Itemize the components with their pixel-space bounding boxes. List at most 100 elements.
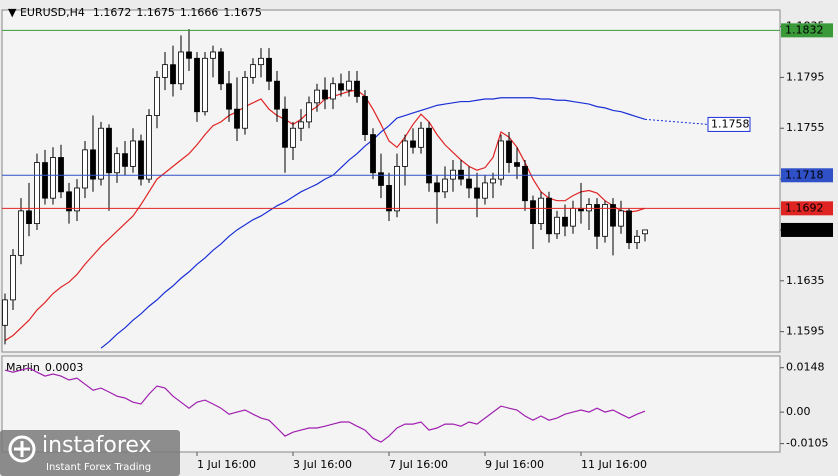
candle-body <box>570 207 576 227</box>
last-close: 1.1675 <box>223 6 262 19</box>
y-tick-label: 0.0148 <box>786 361 825 374</box>
last-low: 1.1666 <box>180 6 219 19</box>
x-tick-label: 1 Jul 16:00 <box>197 458 256 471</box>
candle-body <box>394 165 400 212</box>
x-tick-label: 9 Jul 16:00 <box>485 458 544 471</box>
menu-arrow: ▼ <box>8 6 20 19</box>
candle-body <box>98 127 104 180</box>
symbol: EURUSD,H4 <box>20 6 85 19</box>
candle-body <box>386 185 392 212</box>
candle-body <box>538 197 544 224</box>
candle-body <box>594 204 600 237</box>
candle-body <box>42 162 48 199</box>
candle-body <box>642 229 648 235</box>
candle-body <box>26 210 32 224</box>
x-tick-label: 7 Jul 16:00 <box>389 458 448 471</box>
candle-body <box>130 140 136 167</box>
candle-body <box>418 127 424 148</box>
last-high: 1.1675 <box>136 6 175 19</box>
chart-header: ▼ EURUSD,H4 1.1672 1.1675 1.1666 1.1675 <box>8 6 262 19</box>
candle-body <box>34 162 40 224</box>
candle-body <box>530 200 536 224</box>
candle-body <box>562 216 568 227</box>
candle-body <box>402 140 408 167</box>
level-label-box <box>781 201 833 216</box>
candle-body <box>346 80 352 91</box>
candle-body <box>626 210 632 244</box>
candle-body <box>82 149 88 189</box>
candle-body <box>330 83 336 100</box>
projection-label-box <box>707 116 751 132</box>
level-label: 1.1718 <box>785 168 824 181</box>
candle-body <box>122 153 128 167</box>
candle-body <box>362 96 368 135</box>
candle-body <box>554 216 560 235</box>
candle-body <box>298 121 304 129</box>
level-label: 1.1832 <box>785 23 824 36</box>
candle-body <box>466 178 472 189</box>
candle-body <box>306 102 312 123</box>
indicator-value: 0.0003 <box>45 361 84 374</box>
candle-body <box>522 165 528 202</box>
candle-body <box>458 169 464 180</box>
candle-body <box>154 76 160 116</box>
candle-body <box>146 115 152 180</box>
indicator-line <box>4 367 646 443</box>
candle-body <box>18 210 24 256</box>
candle-body <box>258 57 264 66</box>
candle-body <box>434 182 440 193</box>
candle-body <box>338 83 344 91</box>
level-label-box <box>781 222 833 237</box>
candle-body <box>378 172 384 186</box>
candle-body <box>450 169 456 180</box>
level-label: 1.1675 <box>785 223 824 236</box>
x-tick-label: 3 Jul 16:00 <box>293 458 352 471</box>
candle-body <box>618 210 624 227</box>
candle-body <box>170 64 176 85</box>
level-label-box <box>781 23 833 38</box>
y-tick-label: -0.0105 <box>786 437 828 450</box>
candle-body <box>546 197 552 235</box>
logo-name: instaforex <box>42 433 152 458</box>
candle-body <box>74 187 80 212</box>
candle-body <box>274 80 280 110</box>
candle-body <box>50 157 56 199</box>
level-label-box <box>781 168 833 183</box>
candle-body <box>2 299 8 326</box>
candle-body <box>234 108 240 129</box>
candle-body <box>290 127 296 148</box>
y-tick-label: 1.1795 <box>786 70 825 83</box>
candle-body <box>114 153 120 174</box>
candle-body <box>250 64 256 78</box>
candle-body <box>610 204 616 227</box>
candle-body <box>226 83 232 110</box>
logo-tagline: Instant Forex Trading <box>46 462 151 473</box>
projection-label: 1.1758 <box>711 117 750 130</box>
candle-body <box>586 204 592 212</box>
candle-body <box>178 51 184 85</box>
candle-body <box>634 235 640 244</box>
candle-body <box>474 187 480 199</box>
candle-body <box>90 149 96 180</box>
logo: instaforex Instant Forex Trading <box>0 430 180 476</box>
y-tick-label: 1.1595 <box>786 325 825 338</box>
candle-body <box>194 57 200 113</box>
candle-body <box>442 178 448 193</box>
candle-body <box>138 140 144 180</box>
candle-body <box>370 134 376 174</box>
level-label: 1.1692 <box>785 201 824 214</box>
indicator-name: Marlin <box>6 361 40 374</box>
candle-body <box>202 57 208 113</box>
main-panel <box>1 9 781 353</box>
y-tick-label: 0.00 <box>786 405 811 418</box>
candle-body <box>242 76 248 129</box>
last-open: 1.1672 <box>93 6 132 19</box>
x-tick-label: 11 Jul 16:00 <box>581 458 647 471</box>
indicator-title: Marlin 0.0003 <box>6 361 83 374</box>
candle-body <box>506 140 512 163</box>
candle-body <box>186 51 192 59</box>
candle-body <box>410 140 416 148</box>
y-tick-label: 1.1755 <box>786 121 825 134</box>
candle-body <box>10 254 16 301</box>
